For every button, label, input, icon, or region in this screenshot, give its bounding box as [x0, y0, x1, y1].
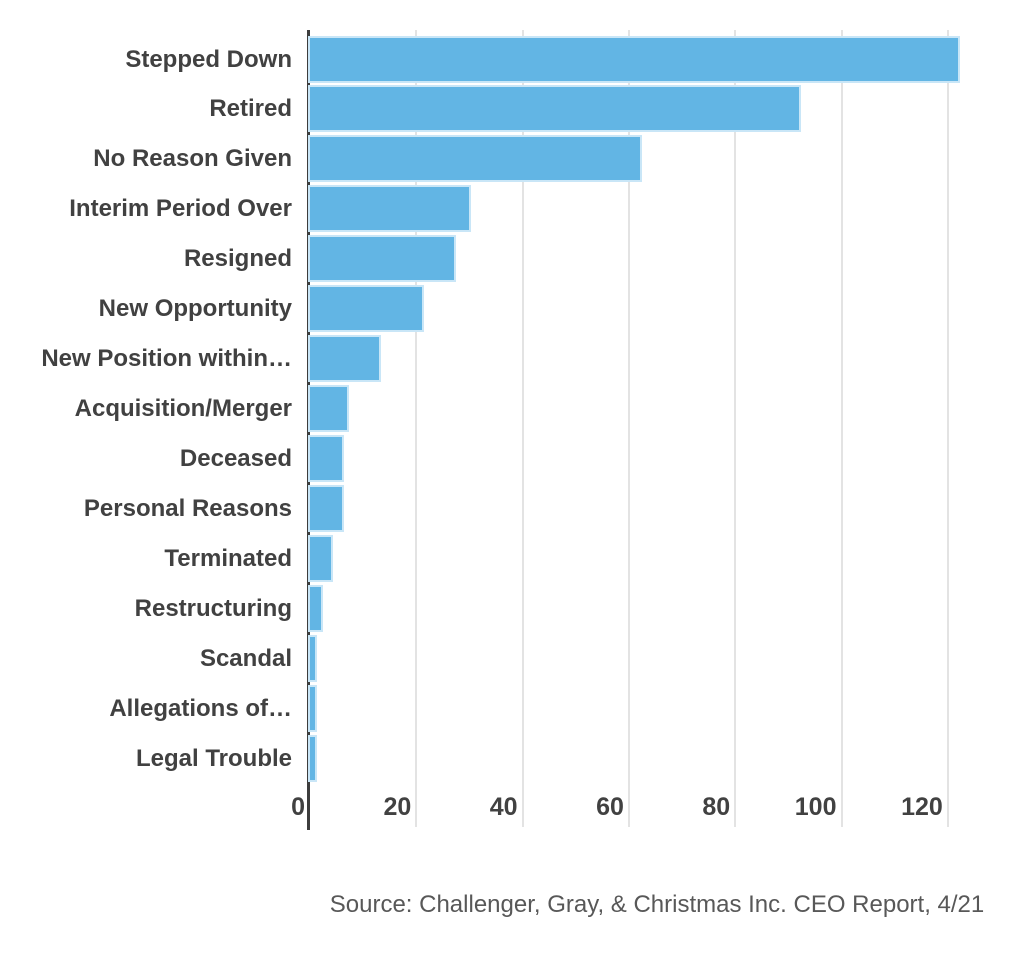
category-label: New Opportunity — [98, 295, 292, 323]
category-label: Scandal — [199, 644, 292, 672]
category-label: Legal Trouble — [135, 744, 292, 772]
bar — [308, 484, 344, 532]
category-label: Terminated — [164, 544, 292, 572]
category-label: Interim Period Over — [69, 195, 292, 223]
bar — [307, 35, 961, 83]
source-caption: Source: Challenger, Gray, & Christmas In… — [329, 891, 985, 918]
x-tick-label: 0 — [291, 793, 305, 821]
bar — [308, 235, 456, 283]
category-label: Resigned — [183, 245, 292, 273]
bar — [307, 534, 334, 582]
bar — [308, 584, 323, 632]
x-tick-label: 100 — [794, 793, 837, 821]
category-label: No Reason Given — [93, 145, 292, 173]
gridline — [734, 30, 737, 827]
bar — [307, 684, 318, 732]
bar — [308, 285, 424, 333]
category-label: Allegations of… — [109, 694, 292, 722]
gridline — [415, 30, 418, 827]
category-label: New Position within… — [41, 345, 292, 373]
category-label: Restructuring — [134, 594, 292, 622]
bar — [307, 385, 350, 432]
bar — [307, 185, 472, 233]
bar — [308, 434, 344, 482]
category-label: Acquisition/Merger — [74, 395, 292, 422]
bar — [308, 85, 801, 133]
bar — [307, 734, 318, 782]
gridline — [627, 30, 630, 827]
x-tick-label: 80 — [702, 793, 731, 821]
bar — [308, 135, 642, 183]
bar — [307, 634, 318, 682]
bar — [307, 335, 382, 383]
category-label: Deceased — [179, 444, 292, 472]
category-label: Stepped Down — [125, 45, 292, 73]
x-tick-label: 40 — [489, 793, 518, 821]
x-tick-label: 20 — [383, 793, 412, 821]
x-tick-label: 120 — [901, 793, 943, 821]
gridline — [521, 30, 524, 827]
x-axis-zero-line — [307, 30, 310, 830]
category-label: Retired — [209, 95, 292, 123]
gridline — [840, 30, 843, 827]
gridline — [946, 30, 949, 827]
category-label: Personal Reasons — [83, 494, 292, 522]
x-tick-label: 60 — [596, 793, 624, 821]
